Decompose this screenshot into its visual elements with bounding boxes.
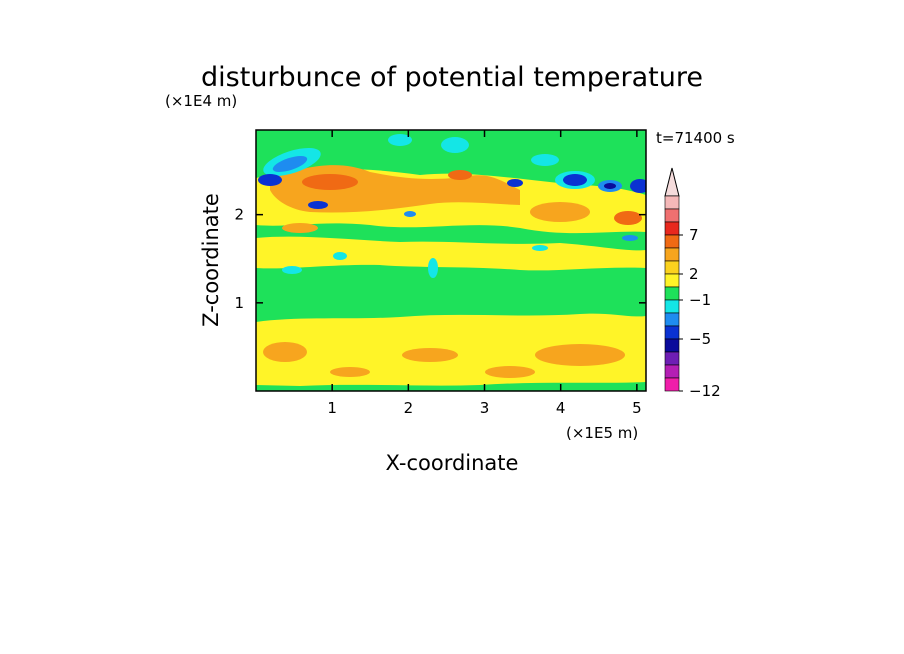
colorbar-swatch (664, 195, 680, 210)
x-tick-label: 3 (480, 399, 490, 417)
colorbar-swatch (664, 208, 680, 223)
contour-cold-14 (622, 235, 638, 241)
colorbar-swatch (664, 325, 680, 340)
contour-middle-warm (256, 236, 646, 271)
contour-orange-2 (448, 170, 472, 180)
x-tick-label: 4 (556, 399, 566, 417)
colorbar-swatch (664, 247, 680, 262)
contour-cold-7 (563, 174, 587, 186)
contour-lower-orange-5 (330, 367, 370, 377)
y-tick-label: 1 (234, 294, 244, 312)
contour-orange-4 (614, 211, 642, 225)
contour-orange-5 (282, 223, 318, 233)
contour-lower-orange-1 (263, 342, 307, 362)
colorbar-swatch (664, 286, 680, 301)
contour-cold-12 (308, 201, 328, 209)
y-axis-label: Z-coordinate (199, 193, 223, 327)
contour-cold-10 (630, 179, 646, 193)
contour-cyan-1 (282, 266, 302, 274)
contour-cold-4 (441, 137, 469, 153)
colorbar-swatch (664, 234, 680, 249)
colorbar-swatch (664, 299, 680, 314)
colorbar-label: 2 (689, 265, 699, 283)
contour-orange-3 (530, 202, 590, 222)
colorbar-arrow (664, 167, 680, 197)
colorbar-swatch (664, 338, 680, 353)
contour-field (256, 130, 646, 391)
colorbar-label: −5 (689, 330, 711, 348)
colorbar-label: −1 (689, 291, 711, 309)
contour-lower-orange-2 (402, 348, 458, 362)
colorbar-label: −12 (689, 382, 721, 400)
contour-cold-13 (404, 211, 416, 217)
x-axis-label: X-coordinate (386, 451, 519, 475)
contour-cold-2 (272, 156, 308, 172)
plot-frame (255, 129, 647, 392)
contour-lower-orange-3 (535, 344, 625, 366)
contour-cyan-2 (333, 252, 347, 260)
contour-orange-1 (302, 174, 358, 190)
colorbar-swatch (664, 273, 680, 288)
contour-lower-orange-4 (485, 366, 535, 378)
colorbar: 7 2 −1 −5 −12 (664, 167, 721, 400)
colorbar-swatch (664, 364, 680, 379)
x-unit-label: (×1E5 m) (566, 424, 638, 442)
y-unit-label: (×1E4 m) (165, 92, 237, 110)
colorbar-swatch (664, 351, 680, 366)
contour-cold-3 (258, 174, 282, 186)
y-axis: 12 (234, 206, 646, 312)
x-axis: 1 2 3 4 5 (327, 130, 642, 417)
contour-cold-15 (388, 134, 412, 146)
contour-cold-11 (507, 179, 523, 187)
colorbar-label: 7 (689, 226, 699, 244)
x-tick-label: 2 (404, 399, 414, 417)
x-tick-label: 1 (327, 399, 337, 417)
time-label: t=71400 s (656, 129, 735, 147)
colorbar-swatch (664, 221, 680, 236)
chart-title: disturbunce of potential temperature (201, 62, 703, 93)
y-tick-label: 2 (234, 206, 244, 224)
colorbar-swatch (664, 260, 680, 275)
contour-cold-9 (604, 183, 616, 189)
contour-cyan-4 (532, 245, 548, 251)
x-tick-label: 5 (632, 399, 642, 417)
contour-cold-5 (531, 154, 559, 166)
contour-cyan-3 (428, 258, 438, 278)
colorbar-swatch (664, 312, 680, 327)
colorbar-swatch (664, 377, 680, 392)
